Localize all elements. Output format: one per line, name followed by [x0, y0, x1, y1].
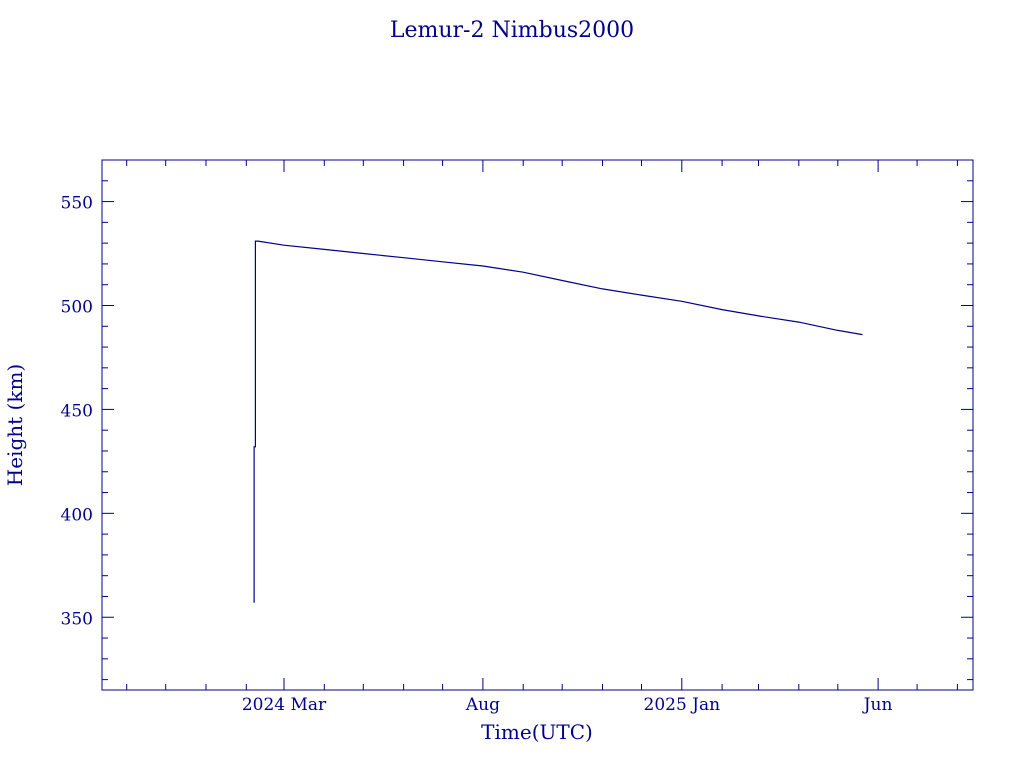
y-tick-label: 550 [61, 194, 93, 214]
x-tick-label: Aug [465, 695, 500, 715]
y-axis-label: Height (km) [3, 364, 27, 486]
x-axis-label: Time(UTC) [481, 720, 593, 744]
series-line [253, 240, 863, 603]
y-tick-label: 450 [61, 401, 93, 421]
x-tick-labels: 2024 Mar Aug 2025 Jan Jun [242, 695, 893, 715]
plot-frame [101, 159, 974, 691]
x-tick-label: 2024 Mar [242, 695, 327, 715]
series-group [253, 240, 863, 603]
y-tick-label: 500 [61, 297, 93, 317]
axis-ticks [102, 159, 973, 690]
x-tick-label: Jun [862, 695, 893, 715]
chart-title: Lemur-2 Nimbus2000 [390, 18, 634, 43]
y-tick-label: 400 [61, 505, 93, 525]
x-tick-label: 2025 Jan [644, 695, 721, 715]
y-tick-labels: 350 400 450 500 550 [61, 194, 93, 630]
y-tick-label: 350 [61, 609, 93, 629]
